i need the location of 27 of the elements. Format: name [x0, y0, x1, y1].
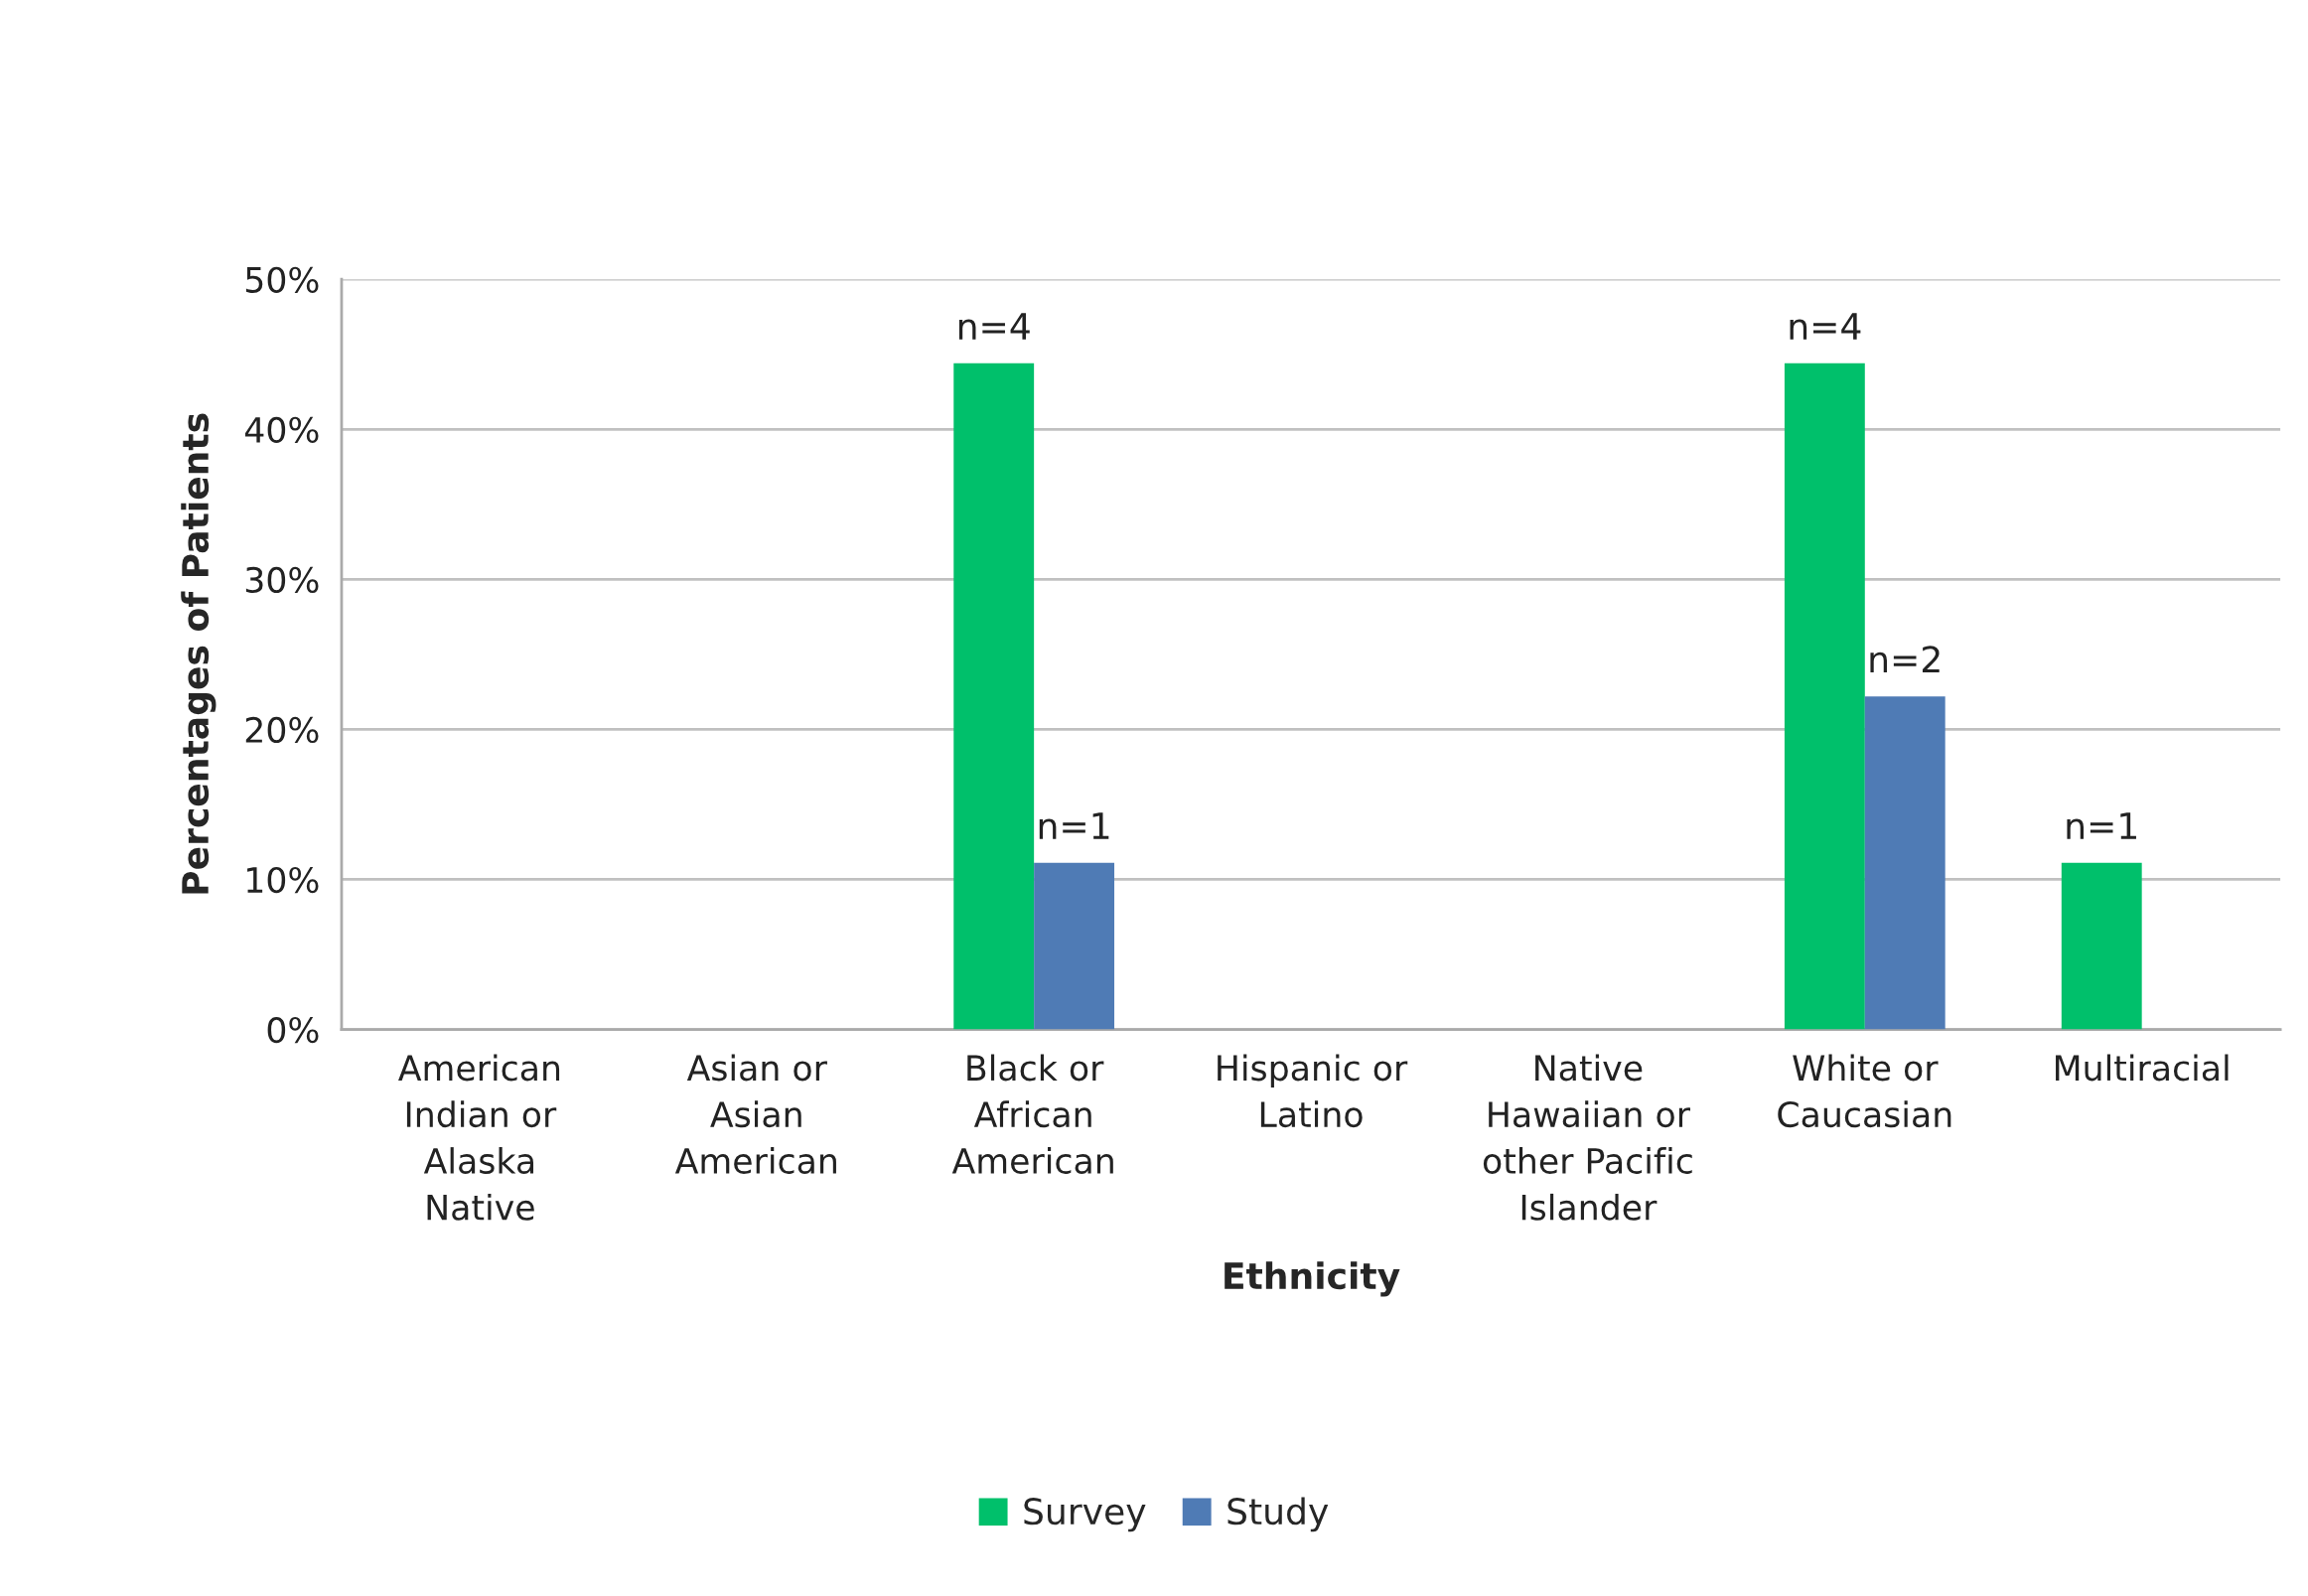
y-tick-label: 40%: [244, 416, 319, 443]
annotation: n=1: [1039, 812, 1109, 839]
x-tick-label: Hispanic or Latino: [1218, 1054, 1408, 1128]
x-tick-label: Native Hawaiian or other Pacific Islander: [1483, 1054, 1692, 1221]
y-tick-label: 10%: [247, 866, 319, 894]
annotation: n=4: [958, 313, 1030, 340]
annotation: n=1: [2067, 812, 2136, 839]
bar: [1034, 862, 1115, 1030]
bar: [1784, 363, 1865, 1030]
x-tick-label: White or Caucasian: [1778, 1054, 1951, 1128]
y-tick-label: 50%: [245, 266, 319, 293]
bar: [1864, 696, 1946, 1030]
x-tick-label: Multiracial: [2056, 1054, 2229, 1082]
y-tick-label: 30%: [245, 566, 319, 594]
y-axis-title: Percentages of Patients: [181, 413, 216, 894]
x-axis-title: Ethnicity: [1225, 1261, 1400, 1297]
legend-label: Study: [1227, 1497, 1329, 1532]
x-tick-label: American Indian or Alaska Native: [398, 1054, 560, 1221]
y-tick-label: 20%: [245, 716, 319, 744]
legend-label: Survey: [1024, 1498, 1146, 1532]
annotation: n=4: [1790, 313, 1861, 340]
annotation: n=2: [1870, 646, 1940, 672]
x-tick-label: Black or African American: [951, 1054, 1113, 1174]
x-tick-label: Asian or Asian American: [674, 1054, 836, 1174]
y-tick-label: 0%: [267, 1016, 319, 1044]
bar: [953, 363, 1035, 1030]
bar: [2061, 862, 2142, 1030]
